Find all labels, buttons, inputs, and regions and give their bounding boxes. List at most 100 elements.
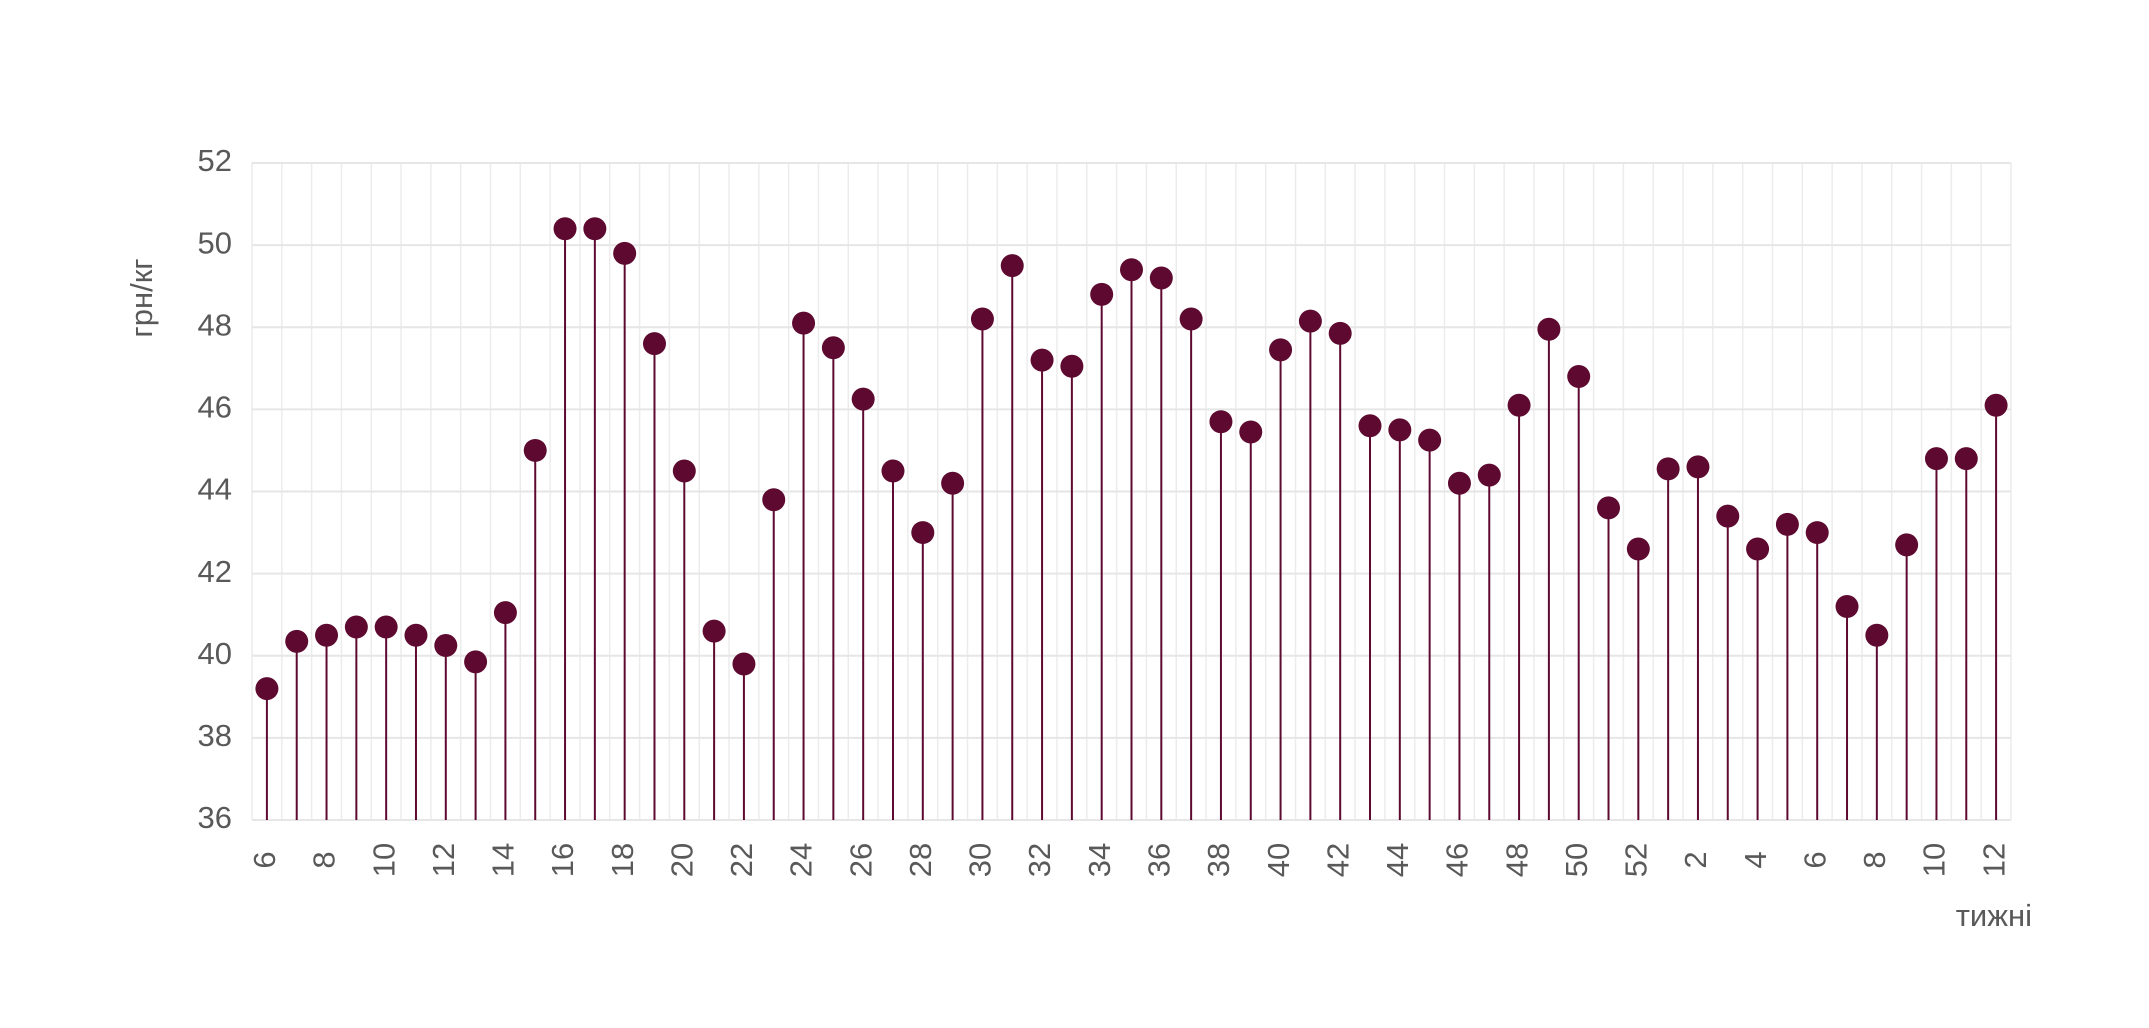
marker — [404, 623, 428, 647]
marker — [1149, 266, 1173, 290]
marker — [672, 459, 696, 483]
x-tick-label: 14 — [486, 843, 521, 877]
x-tick-label: 20 — [664, 843, 699, 877]
marker — [1537, 317, 1561, 341]
marker — [583, 217, 607, 241]
marker — [732, 652, 756, 676]
x-axis-title: тижні — [1956, 898, 2032, 933]
y-axis-title: грн/кг — [124, 258, 159, 337]
marker — [553, 217, 577, 241]
x-tick-label: 50 — [1559, 843, 1594, 877]
marker — [1477, 463, 1501, 487]
marker — [792, 311, 816, 335]
x-tick-label: 4 — [1738, 851, 1773, 868]
y-tick-label: 48 — [198, 307, 232, 342]
marker — [1775, 512, 1799, 536]
marker — [1835, 594, 1859, 618]
x-tick-label: 24 — [784, 843, 819, 877]
x-tick-label: 8 — [1857, 851, 1892, 868]
x-tick-label: 6 — [1797, 851, 1832, 868]
x-tick-label: 12 — [426, 843, 461, 877]
marker — [762, 488, 786, 512]
x-tick-label: 30 — [963, 843, 998, 877]
marker — [970, 307, 994, 331]
x-tick-label: 6 — [247, 851, 282, 868]
marker — [1298, 309, 1322, 333]
marker — [1984, 393, 2008, 417]
marker — [1865, 623, 1889, 647]
marker — [1358, 414, 1382, 438]
y-tick-label: 40 — [198, 636, 232, 671]
marker — [255, 677, 279, 701]
x-tick-label: 16 — [545, 843, 580, 877]
x-tick-label: 10 — [366, 843, 401, 877]
x-tick-label: 2 — [1678, 851, 1713, 868]
x-tick-label: 10 — [1917, 843, 1952, 877]
marker — [1895, 533, 1919, 557]
marker — [941, 471, 965, 495]
y-tick-label: 46 — [198, 390, 232, 425]
x-tick-label: 36 — [1142, 843, 1177, 877]
marker — [1388, 418, 1412, 442]
y-tick-label: 44 — [198, 472, 232, 507]
x-tick-label: 28 — [903, 843, 938, 877]
marker — [1507, 393, 1531, 417]
marker — [1626, 537, 1650, 561]
marker — [1000, 254, 1024, 278]
x-tick-label: 18 — [605, 843, 640, 877]
marker — [434, 633, 458, 657]
marker — [1209, 410, 1233, 434]
x-tick-label: 44 — [1380, 843, 1415, 877]
marker — [1597, 496, 1621, 520]
marker — [1447, 471, 1471, 495]
marker — [315, 623, 339, 647]
marker — [1746, 537, 1770, 561]
marker — [1686, 455, 1710, 479]
x-tick-label: 32 — [1022, 843, 1057, 877]
x-tick-label: 8 — [307, 851, 342, 868]
x-tick-label: 26 — [843, 843, 878, 877]
marker — [493, 601, 517, 625]
y-tick-label: 42 — [198, 554, 232, 589]
marker — [285, 629, 309, 653]
marker — [344, 615, 368, 639]
marker — [881, 459, 905, 483]
marker — [911, 521, 935, 545]
marker — [1090, 282, 1114, 306]
x-tick-label: 42 — [1320, 843, 1355, 877]
marker — [1060, 354, 1084, 378]
marker — [1418, 428, 1442, 452]
marker — [1924, 447, 1948, 471]
marker — [1239, 420, 1263, 444]
marker — [851, 387, 875, 411]
marker — [1269, 338, 1293, 362]
marker — [1954, 447, 1978, 471]
marker — [374, 615, 398, 639]
marker — [1656, 457, 1680, 481]
y-tick-label: 52 — [198, 143, 232, 178]
x-tick-label: 46 — [1440, 843, 1475, 877]
x-tick-label: 38 — [1201, 843, 1236, 877]
marker — [702, 619, 726, 643]
marker — [1716, 504, 1740, 528]
x-tick-label: 48 — [1499, 843, 1534, 877]
x-tick-label: 52 — [1619, 843, 1654, 877]
marker — [1328, 321, 1352, 345]
marker — [1120, 258, 1143, 282]
x-tick-label: 12 — [1976, 843, 2011, 877]
y-tick-label: 50 — [198, 225, 232, 260]
marker — [1805, 521, 1829, 545]
marker — [642, 332, 666, 356]
y-tick-label: 38 — [198, 718, 232, 753]
marker — [1179, 307, 1203, 331]
x-tick-label: 22 — [724, 843, 759, 877]
marker — [821, 336, 845, 360]
x-tick-label: 34 — [1082, 843, 1117, 877]
y-tick-label: 36 — [198, 800, 232, 835]
marker — [613, 241, 637, 265]
marker — [523, 438, 547, 462]
marker — [1567, 365, 1591, 389]
marker — [464, 650, 488, 674]
